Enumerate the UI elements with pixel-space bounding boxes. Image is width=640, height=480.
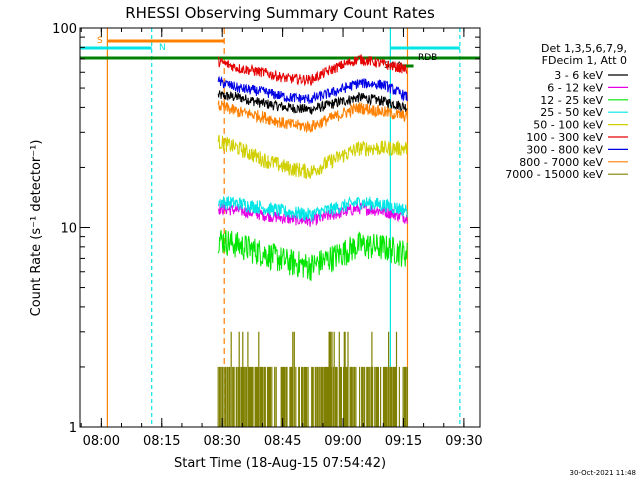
chart-title: RHESSI Observing Summary Count Rates [125,4,435,22]
y-tick-label: 10 [60,222,77,237]
y-tick-label: 1 [69,421,77,436]
footer-date: 30-Oct-2021 11:48 [570,469,636,477]
series-line [217,230,408,281]
x-tick-label: 08:00 [83,434,120,449]
x-tick-label: 08:45 [264,434,301,449]
legend-label: 800 - 7000 keV [519,156,603,169]
series-line [217,90,408,115]
legend-label: 7000 - 15000 keV [505,168,603,181]
series-line [217,331,408,427]
y-axis-label: Count Rate (s⁻¹ detector⁻¹) [29,140,44,317]
y-tick-label: 100 [52,22,77,37]
series-line [217,54,408,87]
series-line [217,100,408,134]
y-axis: 1 10 100 [52,22,480,436]
legend-label: 3 - 6 keV [554,69,603,82]
x-tick-label: 09:00 [324,434,361,449]
legend-label: 300 - 800 keV [526,143,603,156]
x-axis-label: Start Time (18-Aug-15 07:54:42) [174,456,386,471]
x-tick-label: 08:15 [143,434,180,449]
rdb-label: RDB [418,53,437,63]
x-axis: 08:00 08:15 08:30 08:45 09:00 09:15 09:30 [80,28,483,449]
legend-label: 50 - 100 keV [533,119,603,132]
series-line [217,196,408,222]
series-group [217,54,408,427]
x-tick-label: 08:30 [203,434,240,449]
series-line [218,201,408,227]
series-line [217,134,408,179]
legend-header-line-2: FDecim 1, Att 0 [542,54,627,67]
night-label: N [159,43,166,53]
x-tick-label: 09:15 [385,434,422,449]
legend-label: 100 - 300 keV [526,131,603,144]
attenuator-label: S [97,36,103,46]
legend-header-line-1: Det 1,3,5,6,7,9, [541,42,627,55]
legend-label: 25 - 50 keV [540,106,603,119]
legend-label: 12 - 25 keV [540,94,603,107]
series-line [217,75,408,104]
legend: Det 1,3,5,6,7,9, FDecim 1, Att 0 3 - 6 k… [505,42,628,181]
plot-frame [79,27,481,428]
legend-label: 6 - 12 keV [547,81,603,94]
x-tick-label: 09:30 [445,434,482,449]
